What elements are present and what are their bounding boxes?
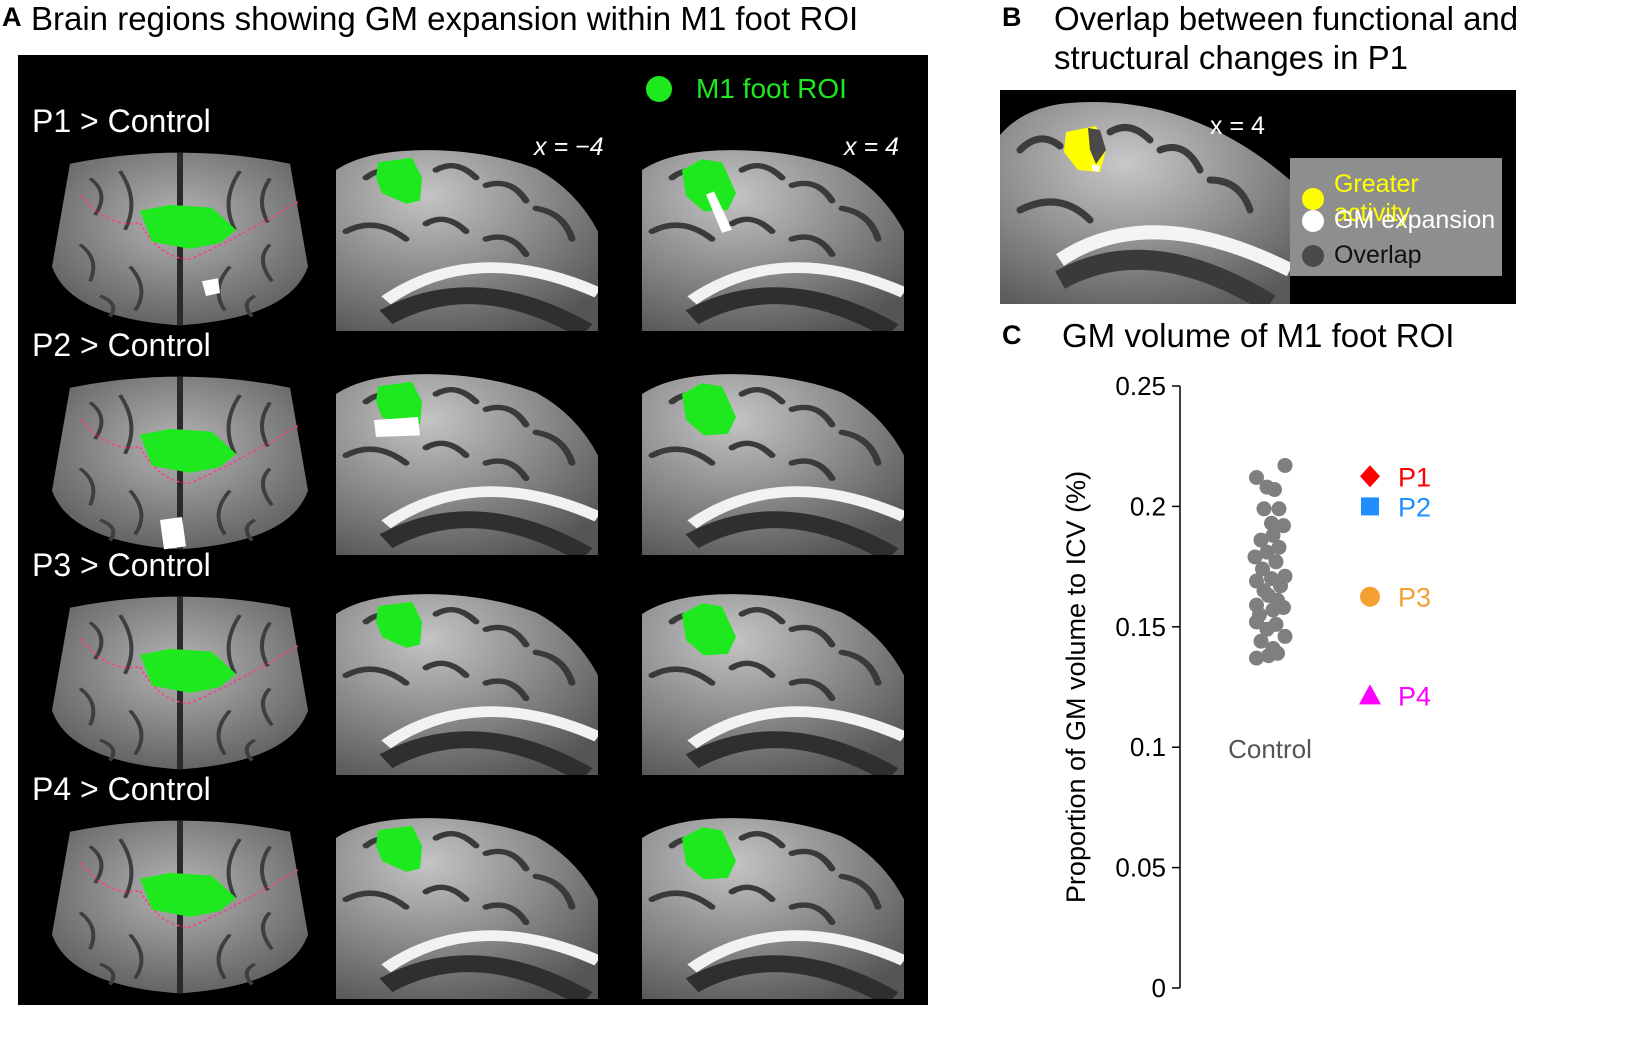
patient-marker-p3 — [1360, 586, 1380, 607]
patient-label: P2 — [1398, 492, 1431, 522]
legend-label-greater-activity: Greater activity — [1333, 170, 1419, 227]
panel-a-row: P4 > Control — [18, 771, 928, 1001]
control-point — [1249, 470, 1264, 486]
sagittal-slice-right — [642, 594, 904, 775]
sagittal-slice-right — [642, 818, 904, 999]
row-label: P1 > Control — [32, 103, 211, 139]
panel-b-legend: Greater activity GM expansion Overlap — [1290, 158, 1502, 276]
control-point — [1271, 501, 1287, 517]
control-point — [1265, 602, 1281, 618]
legend-dot-white — [1302, 209, 1324, 232]
panel-b-title-line2: structural changes in P1 — [1054, 39, 1409, 76]
panel-a-figure: M1 foot ROI x = −4 x = 4 P1 > Control P2 … — [18, 55, 928, 1005]
y-tick-label: 0.1 — [1130, 732, 1166, 762]
control-point — [1256, 501, 1272, 517]
roi-legend-label: M1 foot ROI — [696, 73, 847, 104]
row-label: P3 > Control — [32, 547, 211, 583]
control-point — [1276, 518, 1291, 534]
panel-a-row: P1 > Control — [18, 103, 928, 333]
patient-marker-p1 — [1360, 465, 1380, 488]
control-label: Control — [1228, 734, 1312, 764]
patient-label: P3 — [1398, 583, 1431, 613]
control-point — [1261, 648, 1276, 664]
row-label: P4 > Control — [32, 771, 211, 807]
y-axis-label: Proportion of GM volume to ICV (%) — [1061, 471, 1091, 903]
panel-b-figure: x = 4 Greater activity GM expansion Over… — [1000, 90, 1516, 304]
y-tick-label: 0.05 — [1115, 853, 1166, 883]
legend-item-greater-activity: Greater activity — [1302, 170, 1502, 228]
panel-a-row: P2 > Control — [18, 327, 928, 557]
control-point — [1249, 650, 1264, 666]
control-point — [1259, 544, 1275, 560]
control-point — [1253, 532, 1269, 548]
control-point — [1277, 628, 1293, 644]
panel-b-coord: x = 4 — [1210, 112, 1265, 140]
patient-marker-p4 — [1359, 684, 1381, 705]
panel-b-sagittal-slice — [1000, 102, 1290, 304]
control-point — [1247, 549, 1263, 565]
control-point — [1277, 457, 1293, 473]
axial-surface-view — [52, 820, 308, 994]
control-point — [1265, 527, 1281, 543]
control-point — [1249, 614, 1264, 630]
axial-surface-view — [52, 152, 308, 326]
coord-left: x = −4 — [534, 133, 604, 161]
roi-legend-dot — [646, 76, 672, 102]
legend-dot-dark — [1302, 244, 1324, 267]
control-point — [1273, 578, 1288, 594]
sagittal-slice-left — [336, 374, 598, 555]
panel-b-letter: B — [1002, 2, 1022, 32]
panel-b-title-line1: Overlap between functional and — [1054, 0, 1519, 37]
control-point — [1268, 554, 1284, 570]
axial-surface-view — [52, 596, 308, 770]
control-point — [1267, 482, 1282, 498]
panel-a-row: P3 > Control — [18, 547, 928, 777]
sagittal-slice-left — [336, 818, 598, 999]
control-point — [1259, 621, 1275, 637]
y-tick-label: 0.25 — [1115, 371, 1166, 401]
panel-c-title: GM volume of M1 foot ROI — [1062, 317, 1455, 354]
coord-right: x = 4 — [844, 133, 899, 161]
control-point — [1264, 515, 1279, 531]
row-label: P2 > Control — [32, 327, 211, 363]
y-tick-label: 0 — [1152, 973, 1166, 1003]
panel-a-letter: A — [2, 2, 22, 32]
control-point — [1255, 561, 1270, 577]
sagittal-slice-left — [336, 150, 598, 331]
patient-label: P1 — [1398, 462, 1431, 492]
control-point — [1253, 633, 1269, 649]
legend-item-gm-expansion: GM expansion — [1302, 206, 1495, 235]
legend-label-gm-expansion: GM expansion — [1334, 206, 1496, 234]
sagittal-slice-right — [642, 150, 904, 331]
legend-label-overlap: Overlap — [1334, 241, 1422, 269]
y-tick-label: 0.2 — [1130, 491, 1166, 521]
axial-surface-view — [52, 376, 308, 550]
y-tick-label: 0.15 — [1115, 612, 1166, 642]
patient-label: P4 — [1398, 681, 1431, 711]
control-point — [1271, 539, 1287, 555]
roi-legend: M1 foot ROI — [646, 73, 847, 105]
legend-dot-yellow — [1302, 188, 1324, 210]
sagittal-slice-left — [336, 594, 598, 775]
panel-c-chart: 0 0.05 0.1 0.15 0.2 0.25 Proportion of GM volu… — [1061, 371, 1431, 1003]
legend-item-overlap: Overlap — [1302, 241, 1422, 270]
panel-c-letter: C — [1002, 320, 1022, 350]
panel-a-title: Brain regions showing GM expansion withi… — [31, 0, 859, 37]
sagittal-slice-right — [642, 374, 904, 555]
patient-marker-p2 — [1361, 497, 1379, 516]
